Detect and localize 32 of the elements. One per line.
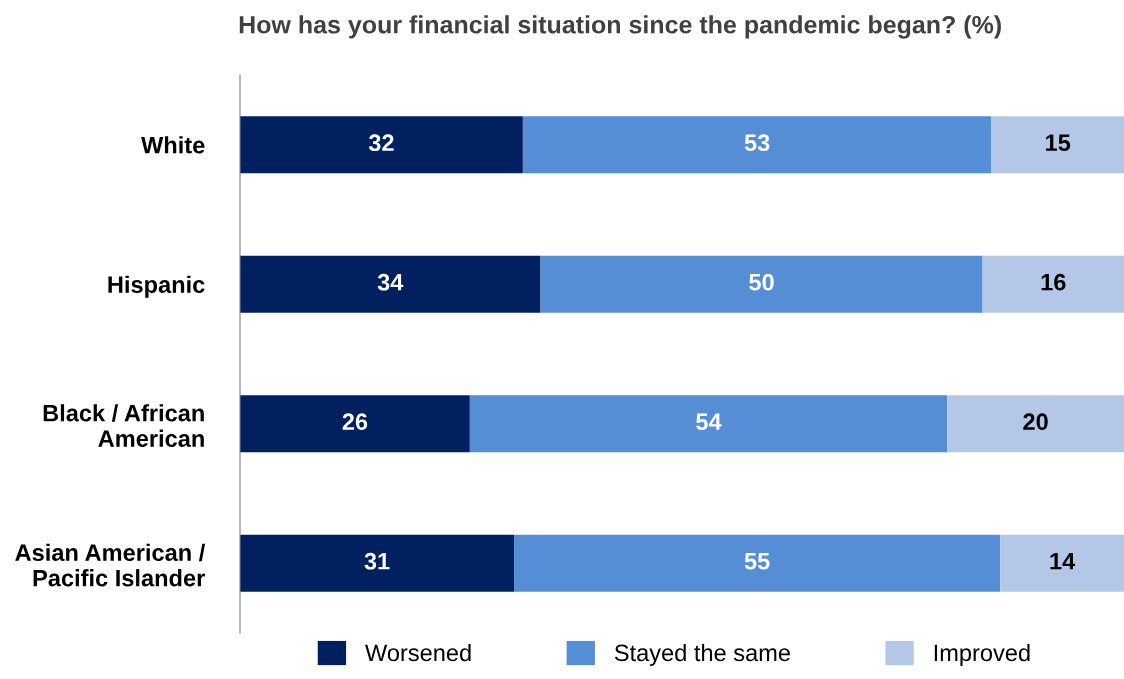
data-label: 20 [1023, 413, 1048, 431]
bar [240, 395, 470, 453]
data-label: 54 [696, 413, 722, 431]
bar [540, 255, 983, 313]
data-label: 15 [1046, 134, 1071, 152]
bar [1000, 534, 1124, 592]
bar [240, 534, 515, 592]
legend-label: Stayed the same [614, 643, 790, 666]
legend-label: Worsened [365, 643, 471, 662]
bar [522, 116, 992, 174]
bar [240, 255, 541, 313]
bar [469, 395, 948, 453]
bar [240, 116, 523, 174]
data-label: 26 [342, 413, 368, 431]
data-label: 53 [744, 134, 770, 152]
data-label: 32 [368, 134, 394, 152]
data-label: 14 [1050, 553, 1076, 570]
bar [947, 395, 1124, 453]
chart-title: How has your financial situation since the pandemic began? (%) [239, 15, 1001, 39]
y-tick-label: Asian American / Pacific Islander [15, 543, 206, 587]
data-label: 55 [744, 553, 770, 570]
bar [982, 255, 1124, 313]
y-tick-label: White [141, 136, 205, 154]
bar [514, 534, 1001, 592]
data-label: 16 [1041, 273, 1066, 291]
data-label: 50 [749, 273, 774, 291]
data-label: 34 [377, 273, 404, 291]
y-tick-label: Black / African American [43, 404, 204, 447]
bar [991, 116, 1124, 174]
y-tick-label: Hispanic [108, 275, 205, 298]
legend-label: Improved [934, 643, 1030, 666]
data-label: 31 [364, 552, 390, 570]
